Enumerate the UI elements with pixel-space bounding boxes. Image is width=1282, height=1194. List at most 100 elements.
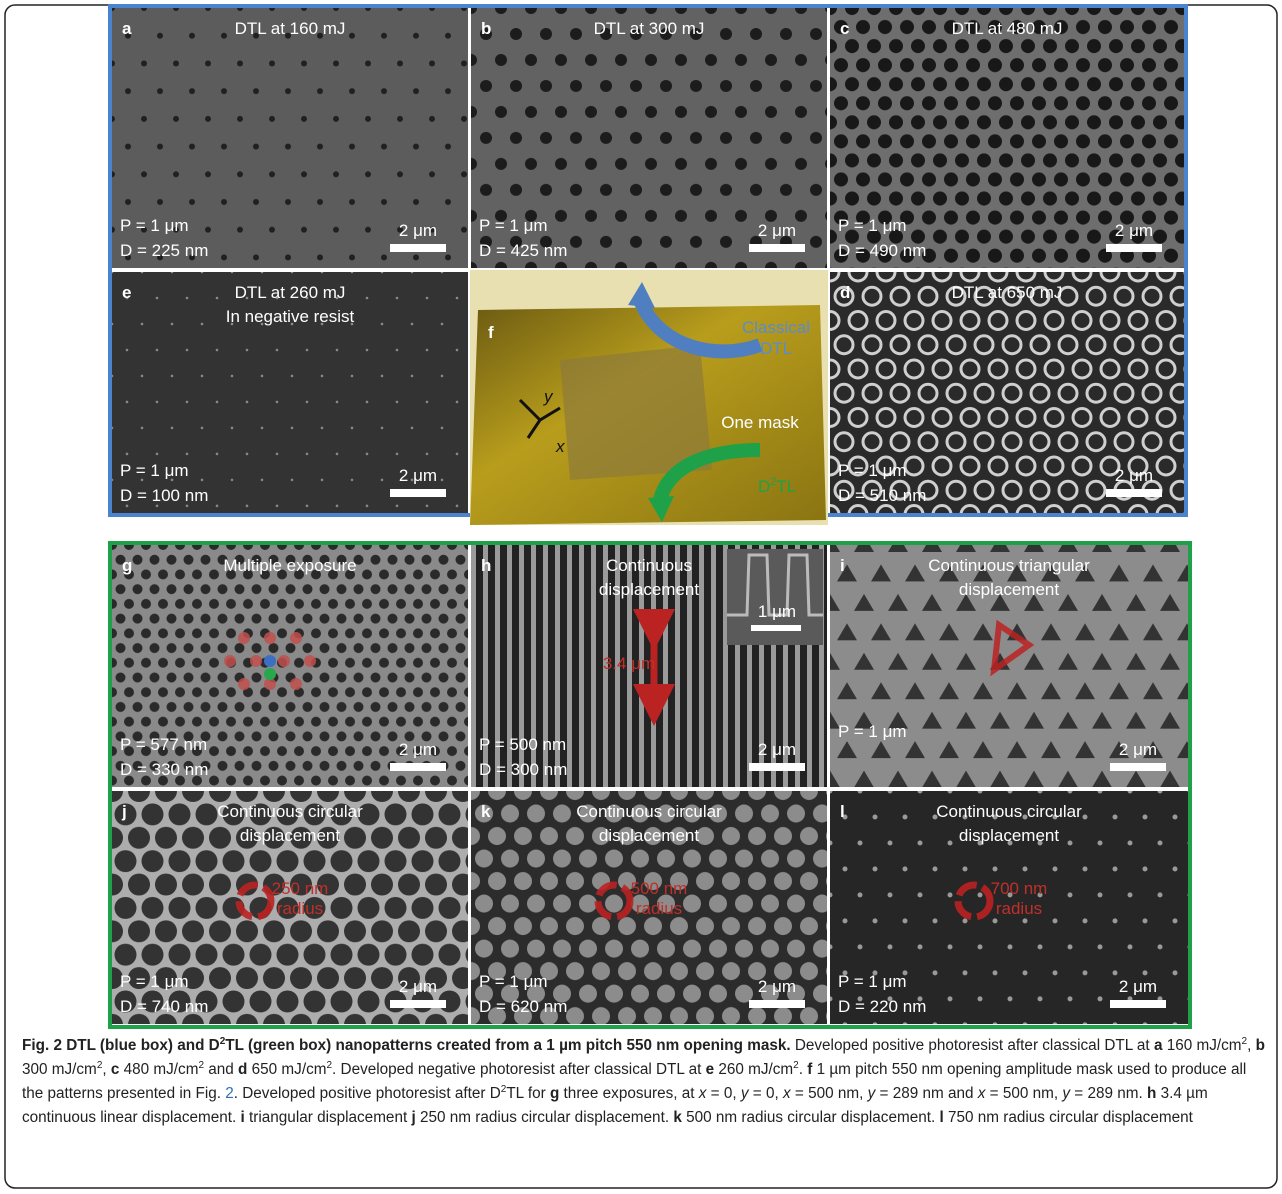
panel-title: Continuous circular: [576, 802, 722, 821]
scale-bar: [749, 244, 805, 252]
panel-title: DTL at 650 mJ: [952, 283, 1063, 302]
caption-run: g: [550, 1085, 559, 1102]
panel-title: Continuous: [606, 556, 692, 575]
pitch-diameter: D = 330 nm: [120, 760, 208, 779]
scale-bar: [1106, 489, 1162, 497]
scale-label: 2 μm: [399, 977, 437, 996]
caption-run: . Developed negative photoresist after c…: [332, 1061, 706, 1078]
caption-run: k: [673, 1109, 682, 1126]
caption-run: . Developed positive photoresist after D: [234, 1085, 501, 1102]
label: TL: [776, 477, 796, 496]
inset-scale-label: 1 μm: [758, 602, 796, 621]
scale-label: 2 μm: [758, 977, 796, 996]
sem-panel: aDTL at 160 mJD = 225 nmP = 1 μm2 μm: [112, 8, 468, 268]
pitch-diameter: D = 300 nm: [479, 760, 567, 779]
panel-letter: b: [481, 19, 491, 38]
sem-panel: h Continuous displacement D = 300 nm P = 500…: [471, 545, 827, 787]
panel-letter: e: [122, 283, 131, 302]
pitch-diameter: P = 1 μm: [479, 972, 548, 991]
scale-bar: [1110, 763, 1166, 771]
panel-title: Continuous triangular: [928, 556, 1090, 575]
scale-bar: [390, 1000, 446, 1008]
caption-run: = 500 nm,: [985, 1085, 1062, 1102]
caption-run: .: [799, 1061, 808, 1078]
caption-run: 480 mJ/cm: [119, 1061, 198, 1078]
panel-letter: h: [481, 556, 491, 575]
panel-letter: j: [121, 802, 127, 821]
annotation: radius: [636, 899, 682, 918]
exposure-dot: [304, 655, 316, 667]
exposure-dot: [264, 655, 276, 667]
caption-run: Fig. 2 DTL (blue box) and D: [22, 1037, 220, 1054]
scale-label: 2 μm: [1119, 740, 1157, 759]
label: One mask: [721, 413, 799, 432]
annotation: 3.4 μm: [603, 654, 655, 673]
panel-title: displacement: [599, 826, 699, 845]
pitch-diameter: D = 100 nm: [120, 486, 208, 505]
caption-run: ,: [102, 1061, 111, 1078]
pitch-diameter: P = 1 μm: [838, 722, 907, 741]
pitch-diameter: D = 225 nm: [120, 241, 208, 260]
pitch-diameter: D = 220 nm: [838, 997, 926, 1016]
caption-run: TL (green box) nanopatterns created from…: [225, 1037, 790, 1054]
panel-letter: l: [840, 802, 845, 821]
caption-run: y: [1062, 1085, 1070, 1102]
panel-letter: a: [122, 19, 132, 38]
panel-letter: f: [488, 323, 494, 342]
scale-label: 2 μm: [758, 221, 796, 240]
pitch-diameter: D = 425 nm: [479, 241, 567, 260]
panel-letter: i: [840, 556, 845, 575]
scale-label: 2 μm: [758, 740, 796, 759]
panel-title: displacement: [599, 580, 699, 599]
panel-letter: g: [122, 556, 132, 575]
sem-panel: jContinuous circulardisplacementD = 740 …: [112, 791, 468, 1024]
pitch-diameter: P = 577 nm: [120, 735, 207, 754]
exposure-dot: [290, 632, 302, 644]
label: D: [758, 477, 770, 496]
scale-label: 2 μm: [1115, 221, 1153, 240]
caption-run: 260 mJ/cm: [714, 1061, 793, 1078]
pitch-diameter: P = 1 μm: [120, 972, 189, 991]
scale-bar: [390, 763, 446, 771]
caption-run: 300 mJ/cm: [22, 1061, 97, 1078]
panel-title: In negative resist: [226, 307, 355, 326]
caption-run: = 500 nm,: [791, 1085, 868, 1102]
exposure-dot: [264, 632, 276, 644]
caption-run: ,: [1247, 1037, 1256, 1054]
pitch-diameter: P = 500 nm: [479, 735, 566, 754]
caption-run: TL for: [506, 1085, 550, 1102]
panel-title: DTL at 160 mJ: [235, 19, 346, 38]
axis-label: y: [543, 387, 554, 406]
caption-run: and: [204, 1061, 238, 1078]
caption-run: 250 nm radius circular displacement.: [416, 1109, 674, 1126]
figure: aDTL at 160 mJD = 225 nmP = 1 μm2 μmbDTL…: [0, 0, 1282, 1194]
pitch-diameter: D = 740 nm: [120, 997, 208, 1016]
caption: Fig. 2 DTL (blue box) and D 2 TL (green bo…: [22, 1034, 1266, 1130]
caption-run: = 289 nm.: [1070, 1085, 1147, 1102]
pitch-diameter: D = 490 nm: [838, 241, 926, 260]
annotation: 700 nm: [991, 879, 1048, 898]
photo-panel: f Classical DTL One mask D2TL y x: [470, 270, 828, 525]
caption-run: b: [1256, 1037, 1265, 1054]
scale-label: 2 μm: [1119, 977, 1157, 996]
exposure-dot: [224, 655, 236, 667]
pitch-diameter: P = 1 μm: [838, 461, 907, 480]
sem-panel: eDTL at 260 mJIn negative resistD = 100 …: [112, 272, 468, 513]
caption-run: 750 nm radius circular displacement: [944, 1109, 1193, 1126]
caption-run: y: [741, 1085, 749, 1102]
label: DTL: [760, 339, 792, 358]
annotation: 250 nm: [272, 879, 329, 898]
label: D2TL: [758, 476, 796, 496]
annotation: radius: [277, 899, 323, 918]
pitch-diameter: D = 510 nm: [838, 486, 926, 505]
caption-run[interactable]: 2: [225, 1085, 234, 1102]
scale-bar: [390, 244, 446, 252]
exposure-dot: [250, 655, 262, 667]
caption-run: triangular displacement: [245, 1109, 412, 1126]
sem-panel: kContinuous circulardisplacementD = 620 …: [471, 791, 827, 1024]
panel-title: displacement: [959, 826, 1059, 845]
